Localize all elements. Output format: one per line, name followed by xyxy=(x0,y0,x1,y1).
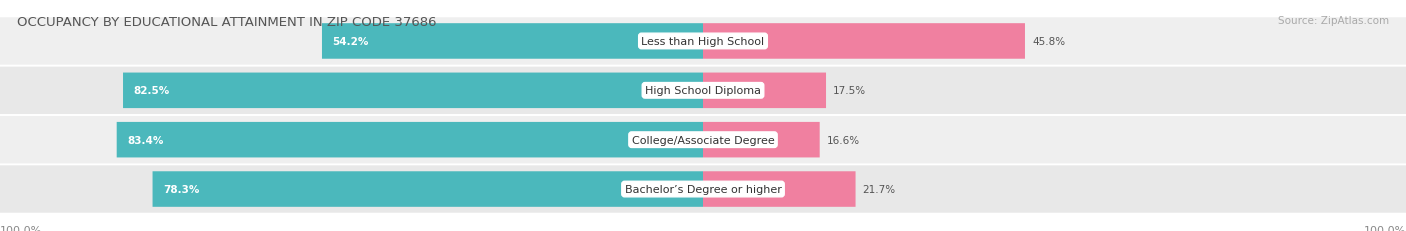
Text: High School Diploma: High School Diploma xyxy=(645,86,761,96)
Text: 83.4%: 83.4% xyxy=(127,135,163,145)
Text: 21.7%: 21.7% xyxy=(863,184,896,194)
Text: 17.5%: 17.5% xyxy=(832,86,866,96)
FancyBboxPatch shape xyxy=(0,116,1406,164)
Text: 16.6%: 16.6% xyxy=(827,135,860,145)
Text: 100.0%: 100.0% xyxy=(0,225,42,231)
FancyBboxPatch shape xyxy=(703,172,855,207)
FancyBboxPatch shape xyxy=(322,24,703,59)
FancyBboxPatch shape xyxy=(0,166,1406,213)
Text: 78.3%: 78.3% xyxy=(163,184,200,194)
Text: 54.2%: 54.2% xyxy=(332,37,368,47)
FancyBboxPatch shape xyxy=(703,73,827,109)
Text: 45.8%: 45.8% xyxy=(1032,37,1066,47)
FancyBboxPatch shape xyxy=(703,122,820,158)
Text: Source: ZipAtlas.com: Source: ZipAtlas.com xyxy=(1278,16,1389,26)
FancyBboxPatch shape xyxy=(117,122,703,158)
Text: OCCUPANCY BY EDUCATIONAL ATTAINMENT IN ZIP CODE 37686: OCCUPANCY BY EDUCATIONAL ATTAINMENT IN Z… xyxy=(17,16,436,29)
FancyBboxPatch shape xyxy=(703,24,1025,59)
Text: Bachelor’s Degree or higher: Bachelor’s Degree or higher xyxy=(624,184,782,194)
Text: 100.0%: 100.0% xyxy=(1364,225,1406,231)
Text: College/Associate Degree: College/Associate Degree xyxy=(631,135,775,145)
FancyBboxPatch shape xyxy=(153,172,703,207)
FancyBboxPatch shape xyxy=(0,67,1406,115)
Text: 82.5%: 82.5% xyxy=(134,86,170,96)
FancyBboxPatch shape xyxy=(124,73,703,109)
FancyBboxPatch shape xyxy=(0,18,1406,65)
Text: Less than High School: Less than High School xyxy=(641,37,765,47)
